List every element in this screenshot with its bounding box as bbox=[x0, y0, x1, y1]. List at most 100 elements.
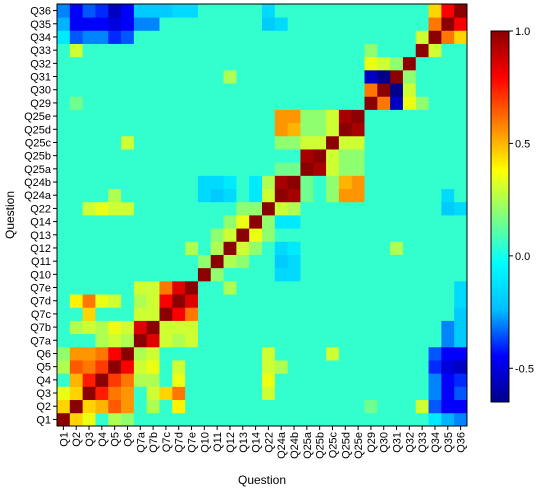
heatmap-cell bbox=[428, 69, 442, 84]
heatmap-cell bbox=[415, 17, 429, 31]
heatmap-cell bbox=[108, 241, 122, 255]
heatmap-cell bbox=[95, 30, 109, 44]
heatmap-cell bbox=[185, 280, 199, 295]
heatmap-cell bbox=[262, 373, 276, 387]
heatmap-cell bbox=[108, 109, 122, 124]
heatmap-cell bbox=[172, 228, 186, 242]
heatmap-cell bbox=[351, 412, 365, 427]
heatmap-cell bbox=[133, 135, 148, 150]
heatmap-cell bbox=[159, 360, 173, 374]
heatmap-cell bbox=[133, 215, 148, 229]
heatmap-cell bbox=[454, 122, 468, 137]
heatmap-cell bbox=[402, 228, 417, 242]
heatmap-cell bbox=[326, 149, 340, 163]
heatmap-cell bbox=[287, 30, 301, 44]
heatmap-cell bbox=[326, 135, 340, 150]
heatmap-cell bbox=[57, 399, 71, 414]
heatmap-cell bbox=[108, 43, 122, 58]
heatmap-cell bbox=[223, 149, 237, 163]
heatmap-cell bbox=[210, 149, 224, 163]
heatmap-cell bbox=[69, 43, 84, 58]
heatmap-cell bbox=[262, 254, 276, 269]
heatmap-cell bbox=[95, 135, 109, 150]
heatmap-cell bbox=[338, 135, 353, 150]
heatmap-cell bbox=[236, 149, 250, 163]
heatmap-cell bbox=[300, 267, 314, 282]
heatmap-cell bbox=[300, 83, 314, 97]
heatmap-cell bbox=[262, 386, 276, 401]
x-tick-label: Q1 bbox=[58, 432, 70, 447]
heatmap-cell bbox=[159, 294, 173, 308]
heatmap-cell bbox=[351, 162, 365, 176]
heatmap-cell bbox=[287, 201, 301, 216]
heatmap-cell bbox=[287, 188, 301, 203]
heatmap-cell bbox=[172, 56, 186, 71]
heatmap-cell bbox=[428, 109, 442, 124]
heatmap-cell bbox=[415, 43, 429, 58]
heatmap-cell bbox=[249, 280, 263, 295]
heatmap-cell bbox=[57, 360, 71, 374]
heatmap-cell bbox=[172, 201, 186, 216]
heatmap-cell bbox=[57, 149, 71, 163]
heatmap-cell bbox=[390, 267, 404, 282]
heatmap-cell bbox=[108, 228, 122, 242]
heatmap-cell bbox=[454, 241, 468, 255]
heatmap-cell bbox=[390, 4, 404, 18]
heatmap-cell bbox=[121, 69, 135, 84]
heatmap-cell bbox=[57, 135, 71, 150]
heatmap-cell bbox=[95, 109, 109, 124]
heatmap-cell bbox=[313, 294, 327, 308]
heatmap-cell bbox=[390, 17, 404, 31]
heatmap-cell bbox=[236, 267, 250, 282]
heatmap-cell bbox=[108, 307, 122, 321]
heatmap-cell bbox=[172, 412, 186, 427]
heatmap-cell bbox=[249, 69, 263, 84]
heatmap-cell bbox=[146, 188, 160, 203]
heatmap-cell bbox=[428, 241, 442, 255]
heatmap-cell bbox=[108, 267, 122, 282]
heatmap-cell bbox=[185, 254, 199, 269]
heatmap-cell bbox=[274, 412, 289, 427]
heatmap-cell bbox=[287, 399, 301, 414]
heatmap-cell bbox=[210, 96, 224, 110]
heatmap-cell bbox=[146, 399, 160, 414]
heatmap-cell bbox=[197, 333, 212, 348]
x-tick-label: Q36 bbox=[456, 432, 468, 453]
heatmap-cell bbox=[441, 30, 455, 44]
heatmap-cell bbox=[364, 162, 378, 176]
heatmap-cell bbox=[95, 228, 109, 242]
heatmap-cell bbox=[197, 254, 212, 269]
heatmap-cell bbox=[223, 254, 237, 269]
heatmap-cell bbox=[197, 188, 212, 203]
heatmap-cell bbox=[172, 149, 186, 163]
heatmap-cell bbox=[95, 254, 109, 269]
heatmap-cell bbox=[95, 96, 109, 110]
heatmap-cell bbox=[249, 399, 263, 414]
heatmap-cell bbox=[415, 83, 429, 97]
heatmap-cell bbox=[69, 267, 84, 282]
heatmap-cell bbox=[287, 333, 301, 348]
heatmap-cell bbox=[326, 122, 340, 137]
heatmap-cell bbox=[82, 83, 96, 97]
heatmap-cell bbox=[274, 399, 289, 414]
heatmap-cell bbox=[146, 162, 160, 176]
heatmap-cell bbox=[415, 373, 429, 387]
heatmap-cell bbox=[82, 69, 96, 84]
heatmap-cell bbox=[287, 69, 301, 84]
heatmap-cell bbox=[133, 373, 148, 387]
heatmap-cell bbox=[69, 241, 84, 255]
y-tick-label: Q6 bbox=[36, 348, 51, 360]
heatmap-cell bbox=[274, 215, 289, 229]
heatmap-cell bbox=[351, 122, 365, 137]
heatmap-cell bbox=[159, 241, 173, 255]
heatmap-cell bbox=[159, 399, 173, 414]
heatmap-cell bbox=[441, 201, 455, 216]
heatmap-cell bbox=[82, 96, 96, 110]
heatmap-cell bbox=[454, 386, 468, 401]
heatmap-cell bbox=[415, 386, 429, 401]
heatmap-cell bbox=[390, 135, 404, 150]
heatmap-cell bbox=[108, 175, 122, 190]
heatmap-cell bbox=[313, 201, 327, 216]
heatmap-cell bbox=[146, 360, 160, 374]
heatmap-cell bbox=[69, 373, 84, 387]
